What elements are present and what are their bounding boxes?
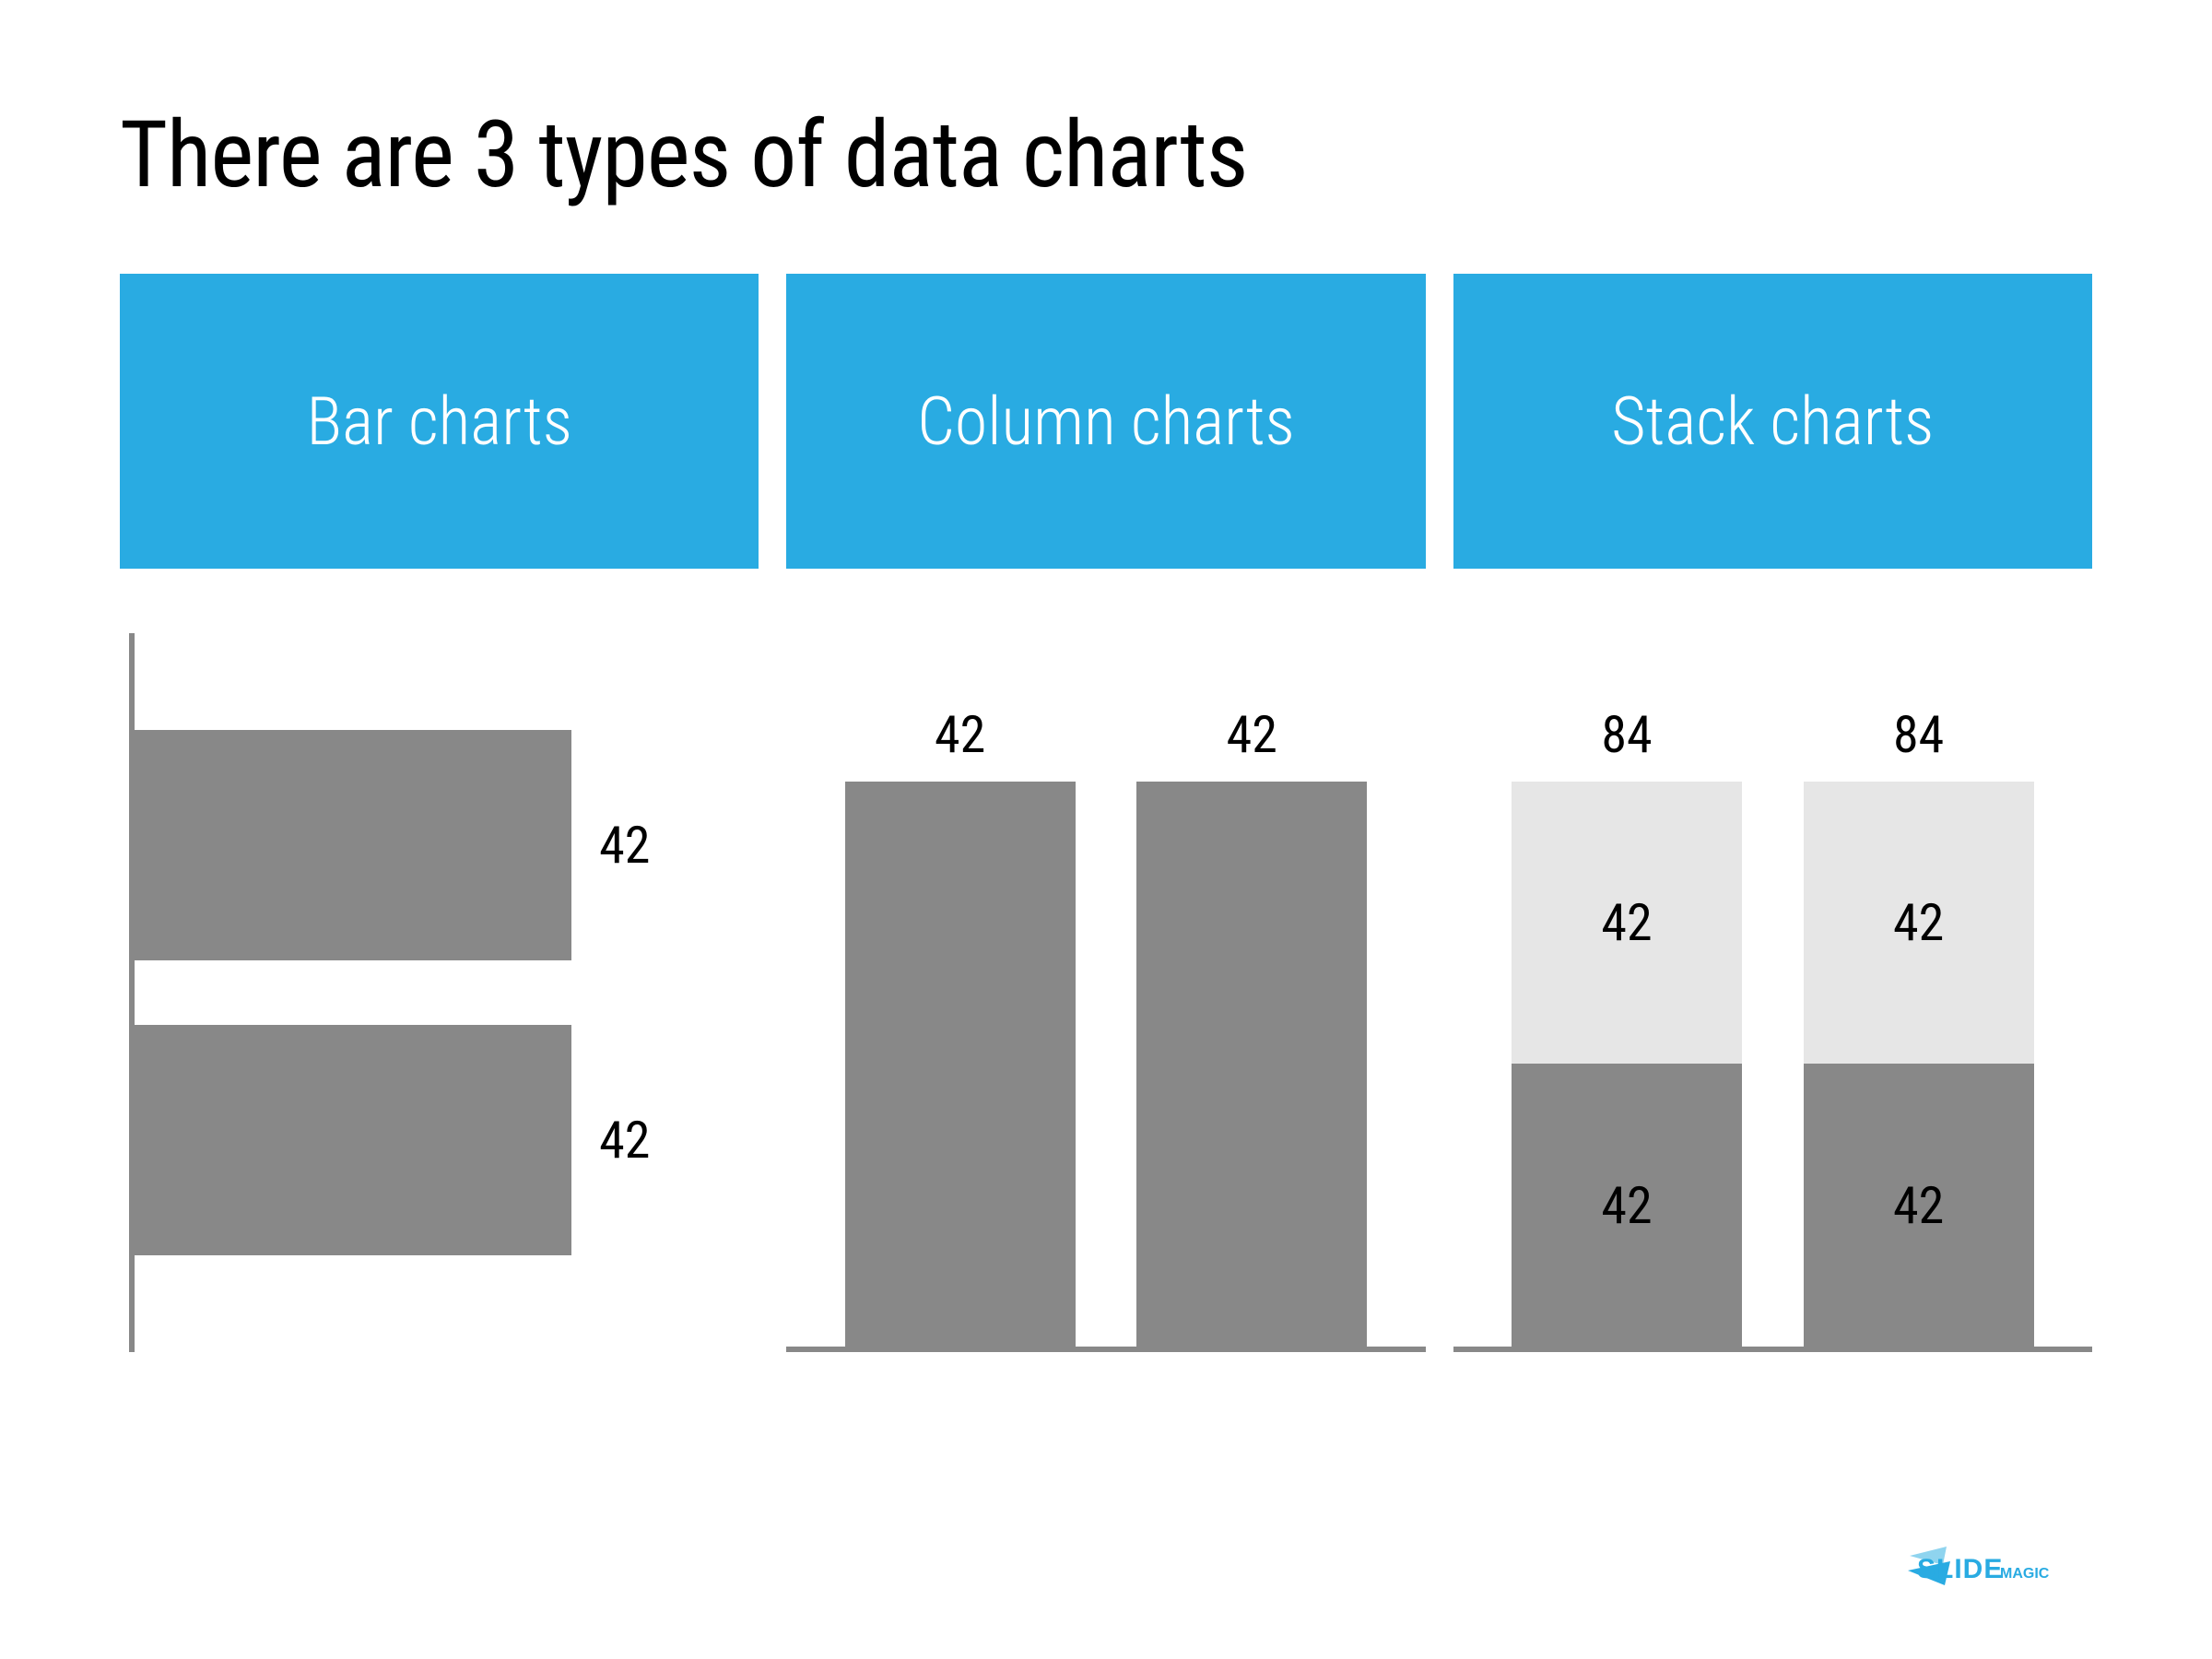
- panel-stack-charts: Stack charts 84 42 42 84: [1453, 274, 2092, 1361]
- vcol-value-label: 42: [935, 704, 985, 765]
- vcol-value-label: 42: [1227, 704, 1277, 765]
- hbar: [135, 1025, 571, 1255]
- stack-segment-label: 42: [1893, 1175, 1944, 1236]
- stack-total-label: 84: [1893, 704, 1944, 765]
- stack-segment-bottom: 42: [1512, 1064, 1742, 1347]
- vcol: [1136, 782, 1367, 1347]
- panel-header: Stack charts: [1453, 274, 2092, 569]
- slide: There are 3 types of data charts Bar cha…: [0, 0, 2212, 1659]
- vcol-wrap: 42: [845, 704, 1076, 1347]
- slide-title: There are 3 types of data charts: [120, 101, 2092, 209]
- stack-segment-top: 42: [1512, 782, 1742, 1065]
- vcol-chart-body: 42 42: [786, 606, 1425, 1352]
- logo-icon: SLIDE MAGIC: [1908, 1547, 2050, 1585]
- vcol-wrap: 42: [1136, 704, 1367, 1347]
- vcol: [845, 782, 1076, 1347]
- panel-column-charts: Column charts 42 42: [786, 274, 1425, 1361]
- hbar-value-label: 42: [599, 1110, 650, 1171]
- stack-wrap: 84 42 42: [1804, 704, 2034, 1347]
- hbar-row: 42: [135, 1025, 759, 1255]
- hbar-row: 42: [135, 730, 759, 960]
- stack-segment-label: 42: [1601, 892, 1652, 953]
- panel-header: Bar charts: [120, 274, 759, 569]
- stack-segment-label: 42: [1893, 892, 1944, 953]
- panel-row: Bar charts 42 42 Column charts: [120, 274, 2092, 1361]
- stack-segment-bottom: 42: [1804, 1064, 2034, 1347]
- bar-chart: 42 42: [120, 606, 759, 1361]
- hbar-chart-body: 42 42: [129, 633, 759, 1352]
- stack-segment-top: 42: [1804, 782, 2034, 1065]
- svg-text:SLIDE: SLIDE: [1917, 1554, 2003, 1584]
- hbar: [135, 730, 571, 960]
- svg-text:MAGIC: MAGIC: [2000, 1566, 2050, 1582]
- stack-wrap: 84 42 42: [1512, 704, 1742, 1347]
- stack-total-label: 84: [1601, 704, 1652, 765]
- stack-segment-label: 42: [1601, 1175, 1652, 1236]
- stack-chart-body: 84 42 42 84 42 42: [1453, 606, 2092, 1352]
- hbar-value-label: 42: [599, 815, 650, 876]
- slidemagic-logo: SLIDE MAGIC: [1908, 1539, 2074, 1594]
- panel-header: Column charts: [786, 274, 1425, 569]
- column-chart: 42 42: [786, 606, 1425, 1361]
- panel-bar-charts: Bar charts 42 42: [120, 274, 759, 1361]
- stack-chart: 84 42 42 84 42 42: [1453, 606, 2092, 1361]
